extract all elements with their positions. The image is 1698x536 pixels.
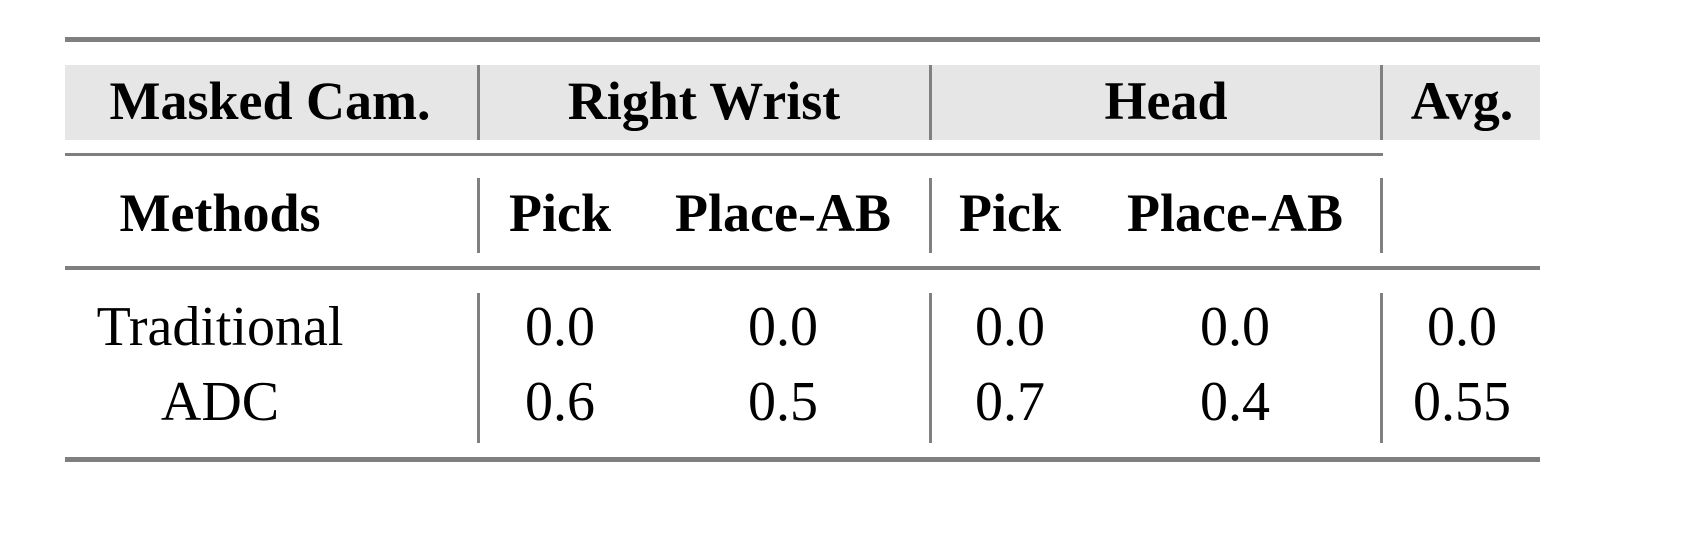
column-divider: [1380, 293, 1383, 443]
cell-value: 0.0: [1200, 296, 1270, 358]
header-masked-cam: Masked Cam.: [109, 71, 431, 131]
header-head: Head: [1104, 71, 1228, 131]
column-divider: [1380, 178, 1383, 253]
header-right-wrist: Right Wrist: [567, 71, 841, 131]
header-head-pick: Pick: [959, 183, 1061, 243]
cell-value: 0.0: [975, 296, 1045, 358]
column-divider: [477, 65, 480, 140]
column-divider: [929, 65, 932, 140]
header-background: [65, 65, 1540, 140]
header-rw-place-ab: Place-AB: [675, 183, 891, 243]
header-cmidrule: [65, 153, 1383, 156]
column-divider: [929, 293, 932, 443]
header-methods: Methods: [119, 183, 321, 243]
column-divider: [1380, 65, 1383, 140]
cell-value: 0.55: [1413, 371, 1511, 433]
cell-value: 0.0: [525, 296, 595, 358]
method-name: Traditional: [96, 296, 344, 358]
column-divider: [929, 178, 932, 253]
header-rw-pick: Pick: [509, 183, 611, 243]
column-divider: [477, 178, 480, 253]
column-divider: [477, 293, 480, 443]
midrule: [65, 266, 1540, 270]
header-avg: Avg.: [1410, 71, 1514, 131]
cell-value: 0.5: [748, 371, 818, 433]
cell-value: 0.0: [748, 296, 818, 358]
cell-value: 0.7: [975, 371, 1045, 433]
cell-value: 0.0: [1427, 296, 1497, 358]
top-rule: [65, 37, 1540, 42]
cell-value: 0.6: [525, 371, 595, 433]
method-name: ADC: [160, 371, 280, 433]
bottom-rule: [65, 457, 1540, 462]
header-head-place-ab: Place-AB: [1127, 183, 1343, 243]
cell-value: 0.4: [1200, 371, 1270, 433]
